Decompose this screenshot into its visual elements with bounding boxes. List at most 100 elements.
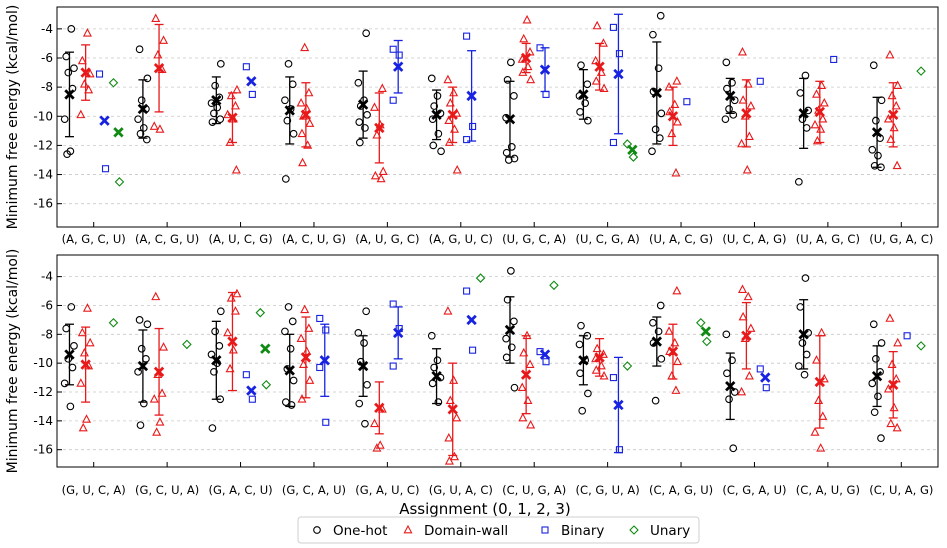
domain-wall-point (152, 427, 162, 436)
x-tick-label: (U, C, G, A) (576, 232, 640, 246)
unary-mean-marker (700, 326, 711, 337)
one-hot-point (135, 45, 144, 54)
binary-point (609, 138, 617, 147)
domain-wall-mean-marker (447, 404, 458, 415)
one-hot-point (800, 370, 809, 379)
unary-mean-marker (260, 343, 271, 354)
binary-point (683, 98, 691, 106)
domain-wall-point (672, 116, 682, 126)
domain-wall-point (449, 375, 459, 384)
one-hot-point (434, 398, 443, 406)
one-hot-point (430, 102, 439, 110)
domain-wall-point (450, 451, 460, 461)
one-hot-point (649, 30, 657, 39)
binary-point (542, 358, 550, 366)
domain-wall-point (151, 291, 161, 301)
one-hot-point (288, 317, 297, 326)
domain-wall-point (149, 121, 159, 130)
domain-wall-point (230, 306, 240, 315)
domain-wall-point (816, 124, 826, 133)
legend-box (297, 516, 700, 544)
one-hot-mean-marker (431, 109, 442, 121)
x-tick-label: (A, U, G, C) (355, 232, 419, 246)
domain-wall-point (518, 412, 528, 422)
x-tick-label: (G, A, U, C) (355, 483, 419, 497)
one-hot-point (281, 175, 290, 183)
y-tick-label: -4 (41, 270, 53, 284)
domain-wall-point (76, 378, 86, 387)
one-hot-mean-marker (798, 108, 809, 119)
domain-wall-point (818, 114, 828, 123)
one-hot-point (287, 401, 296, 409)
one-hot-mean-marker (64, 89, 75, 100)
one-hot-mean-marker (725, 90, 736, 102)
x-tick-label: (U, C, A, G) (722, 232, 786, 246)
one-hot-point (584, 116, 592, 125)
domain-wall-point (738, 311, 748, 321)
domain-wall-point (304, 87, 314, 97)
domain-wall-point (444, 456, 454, 465)
legend-label: Unary (650, 523, 690, 539)
binary-mean-marker (466, 90, 477, 102)
domain-wall-mean-marker (888, 379, 899, 390)
one-hot-point (281, 327, 289, 336)
x-tick-label: (G, U, A, C) (429, 483, 493, 497)
domain-wall-mean-marker (300, 109, 312, 121)
one-hot-point (139, 399, 148, 408)
one-hot-point (135, 316, 144, 324)
one-hot-point (60, 379, 69, 388)
legend-item-domain-wall: Domain-wall (403, 523, 508, 539)
one-hot-point (722, 330, 731, 339)
domain-wall-mean-marker (374, 122, 385, 134)
domain-wall-mean-marker (741, 108, 752, 119)
binary-point (903, 332, 911, 340)
domain-wall-point (810, 427, 820, 436)
unary-point (255, 307, 266, 318)
domain-wall-point (672, 356, 682, 366)
domain-wall-mean-marker (594, 352, 605, 363)
one-hot-point (211, 327, 219, 336)
domain-wall-point (77, 327, 87, 337)
series-domain-wall (76, 284, 903, 465)
domain-wall-point (811, 89, 822, 98)
one-hot-point (216, 307, 225, 316)
one-hot-mean-marker (284, 365, 295, 376)
domain-wall-point (230, 100, 240, 110)
binary-point (463, 287, 471, 295)
y-tick-label: -14 (33, 414, 53, 428)
binary-mean-marker (613, 68, 624, 80)
one-hot-point (725, 105, 733, 113)
domain-wall-point (746, 100, 756, 110)
domain-wall-point (519, 33, 529, 43)
domain-wall-point (743, 79, 753, 88)
one-hot-point (802, 350, 811, 359)
one-hot-point (289, 376, 298, 385)
unary-point (182, 339, 192, 350)
series-binary (95, 13, 838, 173)
domain-wall-point (591, 365, 601, 374)
domain-wall-point (157, 388, 167, 397)
domain-wall-point (452, 412, 462, 422)
one-hot-point (67, 25, 76, 33)
domain-wall-point (228, 345, 238, 354)
domain-wall-point (82, 414, 92, 423)
one-hot-point (284, 303, 293, 311)
one-hot-point (434, 129, 443, 138)
x-tick-label: (C, G, A, U) (722, 483, 786, 497)
domain-wall-point (377, 83, 387, 92)
one-hot-mean-marker (64, 349, 75, 360)
binary-point (248, 90, 256, 98)
one-hot-point (507, 267, 515, 275)
legend-marker-binary (541, 526, 549, 534)
domain-wall-point (738, 95, 748, 104)
series-domain-wall (76, 13, 903, 183)
domain-wall-point (517, 382, 527, 392)
binary-point (316, 314, 324, 323)
binary-point (389, 45, 397, 53)
binary-point (389, 362, 397, 370)
domain-wall-point (444, 432, 454, 442)
domain-wall-point (297, 394, 307, 403)
legend-label: One-hot (333, 523, 387, 539)
domain-wall-point (305, 118, 315, 127)
binary-point (322, 326, 330, 334)
